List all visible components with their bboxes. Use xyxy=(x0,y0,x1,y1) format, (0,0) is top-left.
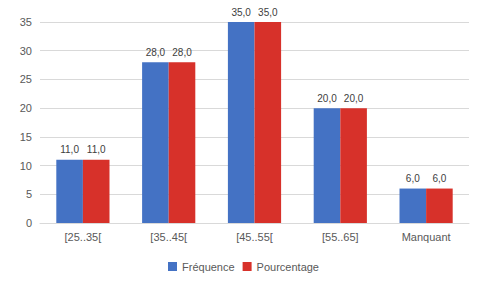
svg-text:20,0: 20,0 xyxy=(317,93,337,104)
svg-text:15: 15 xyxy=(20,131,32,143)
svg-text:35,0: 35,0 xyxy=(231,7,251,18)
svg-text:25: 25 xyxy=(20,73,32,85)
svg-text:35: 35 xyxy=(20,16,32,28)
svg-text:Manquant: Manquant xyxy=(402,231,451,243)
svg-text:20,0: 20,0 xyxy=(344,93,364,104)
svg-text:35,0: 35,0 xyxy=(258,7,278,18)
svg-text:[55..65]: [55..65] xyxy=(322,231,359,243)
svg-text:Fréquence: Fréquence xyxy=(182,261,235,273)
svg-text:5: 5 xyxy=(26,188,32,200)
svg-text:[45..55[: [45..55[ xyxy=(236,231,273,243)
svg-text:0: 0 xyxy=(26,217,32,229)
svg-text:6,0: 6,0 xyxy=(432,173,446,184)
svg-text:28,0: 28,0 xyxy=(172,47,192,58)
svg-text:Pourcentage: Pourcentage xyxy=(257,261,319,273)
svg-text:10: 10 xyxy=(20,160,32,172)
svg-text:20: 20 xyxy=(20,102,32,114)
svg-text:11,0: 11,0 xyxy=(60,144,79,155)
svg-text:28,0: 28,0 xyxy=(146,47,166,58)
svg-text:6,0: 6,0 xyxy=(406,173,420,184)
svg-text:[25..35[: [25..35[ xyxy=(65,231,102,243)
svg-text:11,0: 11,0 xyxy=(87,144,106,155)
svg-text:30: 30 xyxy=(20,45,32,57)
svg-text:[35..45[: [35..45[ xyxy=(150,231,187,243)
